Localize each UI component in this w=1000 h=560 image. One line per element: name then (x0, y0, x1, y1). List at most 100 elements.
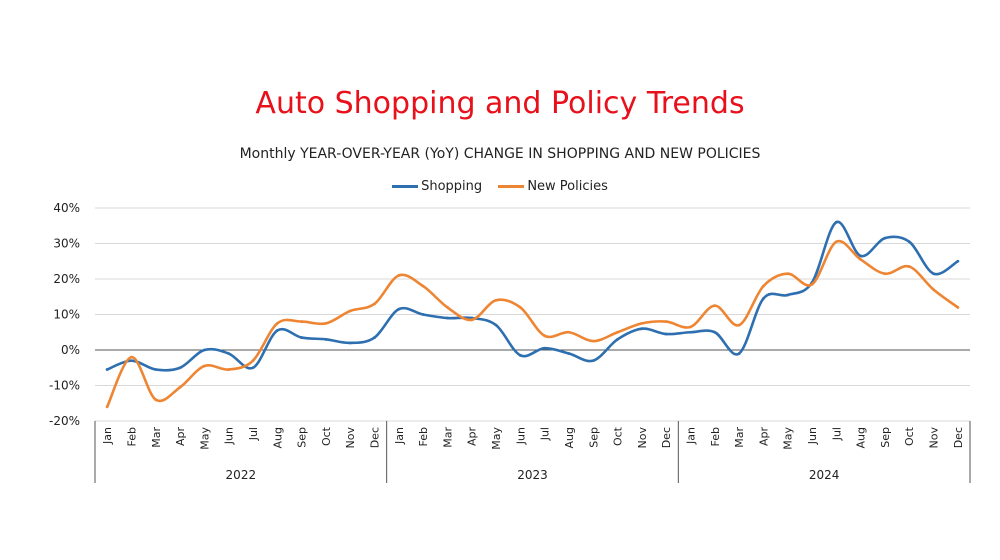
x-tick-label: Dec (369, 427, 382, 448)
data-point-shopping (154, 368, 158, 371)
data-point-shopping (251, 366, 255, 370)
data-point-shopping (324, 337, 328, 341)
chart-subtitle: Monthly YEAR-OVER-YEAR (YoY) CHANGE IN S… (239, 146, 761, 162)
data-point-shopping (494, 323, 498, 327)
data-point-shopping (105, 368, 109, 371)
data-point-shopping (762, 297, 765, 300)
x-tick-label: Mar (733, 427, 746, 448)
data-point-shopping (178, 366, 182, 370)
x-tick-label: Oct (320, 426, 333, 446)
x-tick-label: Sep (879, 427, 892, 448)
y-tick-label: 10% (53, 308, 80, 322)
series-line-new-policies (105, 239, 960, 409)
x-tick-label: Sep (296, 427, 309, 448)
x-tick-label: Jan (101, 427, 114, 445)
x-tick-label: Oct (903, 426, 916, 446)
x-tick-label: Apr (174, 427, 187, 447)
data-point-shopping (275, 329, 279, 332)
x-tick-label: May (198, 427, 211, 450)
data-point-shopping (591, 359, 595, 363)
data-point-shopping (834, 220, 838, 224)
data-point-new-policies (373, 302, 376, 306)
data-point-new-policies (664, 320, 668, 323)
legend-label-new-policies: New Policies (527, 179, 608, 194)
x-tick-label: Feb (417, 427, 430, 446)
x-tick-label: Apr (466, 427, 479, 447)
data-point-shopping (713, 330, 717, 334)
year-label: 2024 (809, 468, 840, 482)
x-tick-label: Oct (612, 426, 625, 446)
x-tick-label: Jul (247, 427, 260, 441)
data-point-shopping (616, 337, 619, 341)
data-point-shopping (543, 346, 547, 350)
data-point-new-policies (883, 272, 887, 276)
x-tick-label: Jun (514, 427, 527, 445)
data-point-new-policies (202, 364, 206, 368)
data-point-shopping (397, 307, 401, 311)
x-tick-label: Aug (563, 427, 576, 448)
y-tick-label: 40% (53, 201, 80, 215)
x-tick-label: Jan (684, 427, 697, 445)
data-point-new-policies (178, 385, 182, 389)
legend-label-shopping: Shopping (421, 179, 483, 194)
legend-swatch-shopping (392, 185, 419, 188)
legend-item-new-policies: New Policies (498, 179, 608, 194)
data-point-shopping (373, 336, 376, 339)
x-tick-label: Nov (636, 427, 649, 449)
x-tick-label: Mar (441, 427, 454, 448)
data-point-new-policies (762, 284, 765, 288)
data-point-shopping (907, 240, 911, 244)
x-tick-label: Aug (271, 427, 284, 448)
y-tick-label: 30% (53, 237, 80, 251)
data-point-shopping (348, 341, 352, 345)
data-point-new-policies (421, 284, 425, 288)
data-point-new-policies (130, 355, 133, 359)
x-tick-label: Apr (757, 427, 770, 447)
chart-legend: Shopping New Policies (0, 177, 1000, 194)
year-label: 2023 (517, 468, 548, 482)
x-tick-label: May (490, 427, 503, 450)
y-tick-label: -20% (49, 414, 80, 428)
data-point-shopping (883, 236, 887, 240)
x-tick-label: Jun (806, 427, 819, 445)
data-point-new-policies (591, 339, 595, 343)
data-point-shopping (664, 332, 668, 336)
data-point-new-policies (859, 258, 863, 261)
x-tick-label: Nov (344, 427, 357, 449)
x-tick-label: Feb (125, 427, 138, 446)
data-point-shopping (130, 359, 133, 363)
data-point-new-policies (834, 240, 838, 244)
data-point-new-policies (689, 325, 692, 329)
data-point-shopping (786, 293, 790, 297)
year-label: 2022 (226, 468, 257, 482)
data-point-new-policies (324, 321, 328, 325)
data-point-new-policies (105, 405, 109, 409)
x-tick-label: Mar (150, 427, 163, 448)
data-point-shopping (202, 348, 206, 352)
data-point-new-policies (470, 318, 474, 322)
x-tick-label: Nov (928, 427, 941, 449)
x-tick-label: Feb (709, 427, 722, 446)
data-point-new-policies (932, 288, 935, 292)
legend-swatch-new-policies (498, 185, 525, 188)
data-point-new-policies (494, 298, 498, 302)
data-point-shopping (737, 352, 741, 355)
x-tick-label: May (782, 427, 795, 450)
x-tick-label: Dec (660, 427, 673, 448)
data-point-shopping (421, 313, 425, 316)
data-point-new-policies (251, 359, 255, 363)
data-point-new-policies (300, 320, 303, 323)
y-tick-label: -10% (49, 379, 80, 393)
data-point-new-policies (640, 321, 644, 325)
series-line-shopping (105, 220, 960, 372)
data-point-shopping (689, 330, 692, 334)
x-tick-label: Jun (223, 427, 236, 445)
data-point-new-policies (543, 334, 547, 338)
x-tick-label: Dec (952, 427, 965, 448)
data-point-new-policies (154, 398, 158, 402)
data-point-new-policies (786, 272, 790, 276)
chart-title: Auto Shopping and Policy Trends (255, 86, 745, 121)
data-point-new-policies (810, 282, 814, 286)
x-tick-label: Sep (587, 427, 600, 448)
